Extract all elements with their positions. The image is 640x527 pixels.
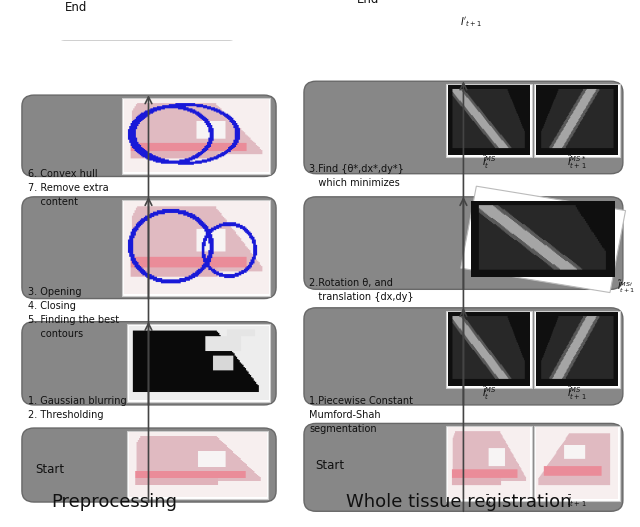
Text: Whole tissue registration: Whole tissue registration [346, 493, 571, 511]
Text: $\tilde{I}^{MS\prime}_{t+1}$: $\tilde{I}^{MS\prime}_{t+1}$ [617, 279, 636, 296]
Text: $I'_{t+1}$: $I'_{t+1}$ [460, 16, 483, 30]
Text: Start: Start [315, 458, 344, 472]
Text: End: End [356, 0, 379, 6]
FancyBboxPatch shape [447, 310, 532, 388]
Text: 6. Convex hull
7. Remove extra
    content: 6. Convex hull 7. Remove extra content [28, 169, 109, 207]
FancyBboxPatch shape [447, 426, 532, 501]
FancyBboxPatch shape [127, 431, 268, 499]
FancyBboxPatch shape [55, 0, 239, 40]
FancyBboxPatch shape [304, 423, 623, 511]
Text: Start: Start [35, 463, 64, 476]
Text: 3.Find {θ*,dx*,dy*}
   which minimizes: 3.Find {θ*,dx*,dy*} which minimizes [309, 164, 404, 189]
Text: $\tilde{I}^{MS}_{t}$: $\tilde{I}^{MS}_{t}$ [482, 384, 497, 402]
FancyBboxPatch shape [22, 321, 276, 405]
Text: $\tilde{I}^{MS}_{t}$: $\tilde{I}^{MS}_{t}$ [482, 153, 497, 171]
FancyBboxPatch shape [22, 428, 276, 502]
FancyBboxPatch shape [122, 200, 270, 296]
FancyBboxPatch shape [534, 84, 620, 157]
Text: $\tilde{I}^{MS*}_{t+1}$: $\tilde{I}^{MS*}_{t+1}$ [567, 153, 587, 171]
FancyBboxPatch shape [122, 98, 270, 174]
FancyBboxPatch shape [304, 81, 623, 174]
Text: 3. Opening
4. Closing
5. Finding the best
    contours: 3. Opening 4. Closing 5. Finding the bes… [28, 287, 119, 339]
FancyBboxPatch shape [347, 0, 576, 31]
FancyBboxPatch shape [534, 310, 620, 388]
Text: Preprocessing: Preprocessing [52, 493, 178, 511]
FancyBboxPatch shape [304, 197, 623, 289]
Text: 1. Gaussian blurring
2. Thresholding: 1. Gaussian blurring 2. Thresholding [28, 396, 127, 419]
Text: $\bar{I}_{t+1}$: $\bar{I}_{t+1}$ [567, 493, 587, 509]
FancyBboxPatch shape [22, 197, 276, 299]
Text: End: End [65, 1, 87, 14]
FancyBboxPatch shape [93, 0, 207, 37]
FancyBboxPatch shape [304, 308, 623, 405]
FancyBboxPatch shape [447, 84, 532, 157]
Text: $\bar{I}_t$: $\bar{I}_t$ [485, 493, 493, 509]
FancyBboxPatch shape [406, 0, 536, 24]
FancyBboxPatch shape [534, 426, 620, 501]
Text: $\tilde{I}^{MS}_{t+1}$: $\tilde{I}^{MS}_{t+1}$ [567, 384, 587, 402]
FancyBboxPatch shape [22, 95, 276, 177]
Polygon shape [461, 186, 625, 292]
Text: 1.Piecewise Constant
Mumford-Shah
segmentation: 1.Piecewise Constant Mumford-Shah segmen… [309, 396, 413, 434]
FancyBboxPatch shape [127, 325, 270, 402]
Text: 2.Rotation θ, and
   translation {dx,dy}: 2.Rotation θ, and translation {dx,dy} [309, 278, 413, 302]
